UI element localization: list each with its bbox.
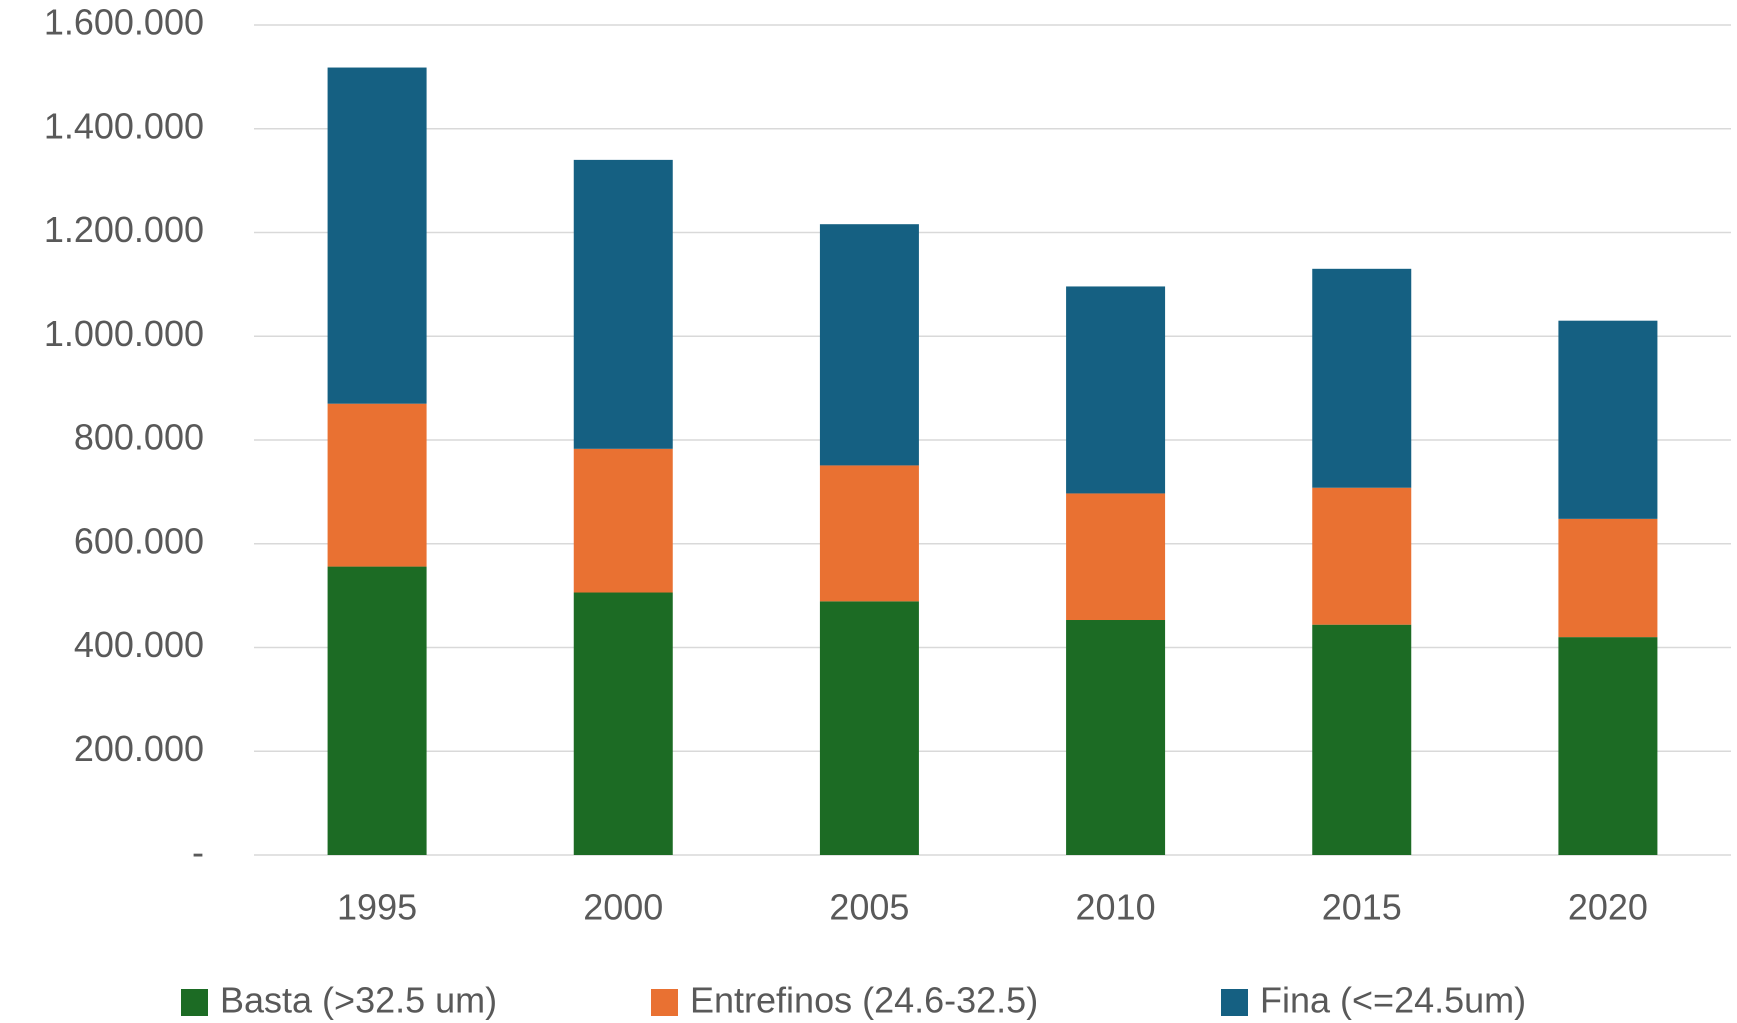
legend-label: Entrefinos (24.6-32.5)	[690, 980, 1038, 1021]
bar-segment	[1558, 637, 1658, 855]
bar-segment	[819, 224, 919, 466]
y-tick-label: 200.000	[74, 728, 204, 769]
legend-swatch	[1221, 989, 1248, 1016]
legend-label: Basta (>32.5 um)	[220, 980, 497, 1021]
legend-swatch	[651, 989, 678, 1016]
bar-segment	[327, 67, 427, 404]
bar-segment	[1066, 620, 1166, 855]
y-tick-label: 1.400.000	[44, 105, 204, 146]
bar-segment	[573, 592, 673, 855]
legend-label: Fina (<=24.5um)	[1260, 980, 1526, 1021]
bar-segment	[819, 465, 919, 602]
bar-segment	[327, 566, 427, 855]
y-tick-label: 1.600.000	[44, 2, 204, 43]
bar-segment	[1312, 268, 1412, 488]
bar-segment	[1558, 518, 1658, 638]
x-tick-label: 1995	[337, 887, 417, 928]
y-tick-label: 400.000	[74, 624, 204, 665]
y-tick-label: 1.000.000	[44, 313, 204, 354]
x-tick-label: 2010	[1076, 887, 1156, 928]
legend-swatch	[181, 989, 208, 1016]
bar-segment	[1066, 286, 1166, 494]
x-tick-label: 2020	[1568, 887, 1648, 928]
y-tick-label: -	[192, 832, 204, 873]
bar-segment	[1312, 487, 1412, 625]
y-tick-label: 600.000	[74, 520, 204, 561]
bar-segment	[1312, 624, 1412, 855]
x-tick-label: 2015	[1322, 887, 1402, 928]
bar-segment	[573, 159, 673, 449]
y-tick-label: 800.000	[74, 417, 204, 458]
bar-segment	[819, 601, 919, 855]
bar-segment	[1066, 493, 1166, 621]
x-tick-label: 2000	[583, 887, 663, 928]
x-tick-label: 2005	[829, 887, 909, 928]
bar-segment	[327, 403, 427, 567]
y-tick-label: 1.200.000	[44, 209, 204, 250]
bar-segment	[1558, 320, 1658, 519]
bar-segment	[573, 448, 673, 593]
